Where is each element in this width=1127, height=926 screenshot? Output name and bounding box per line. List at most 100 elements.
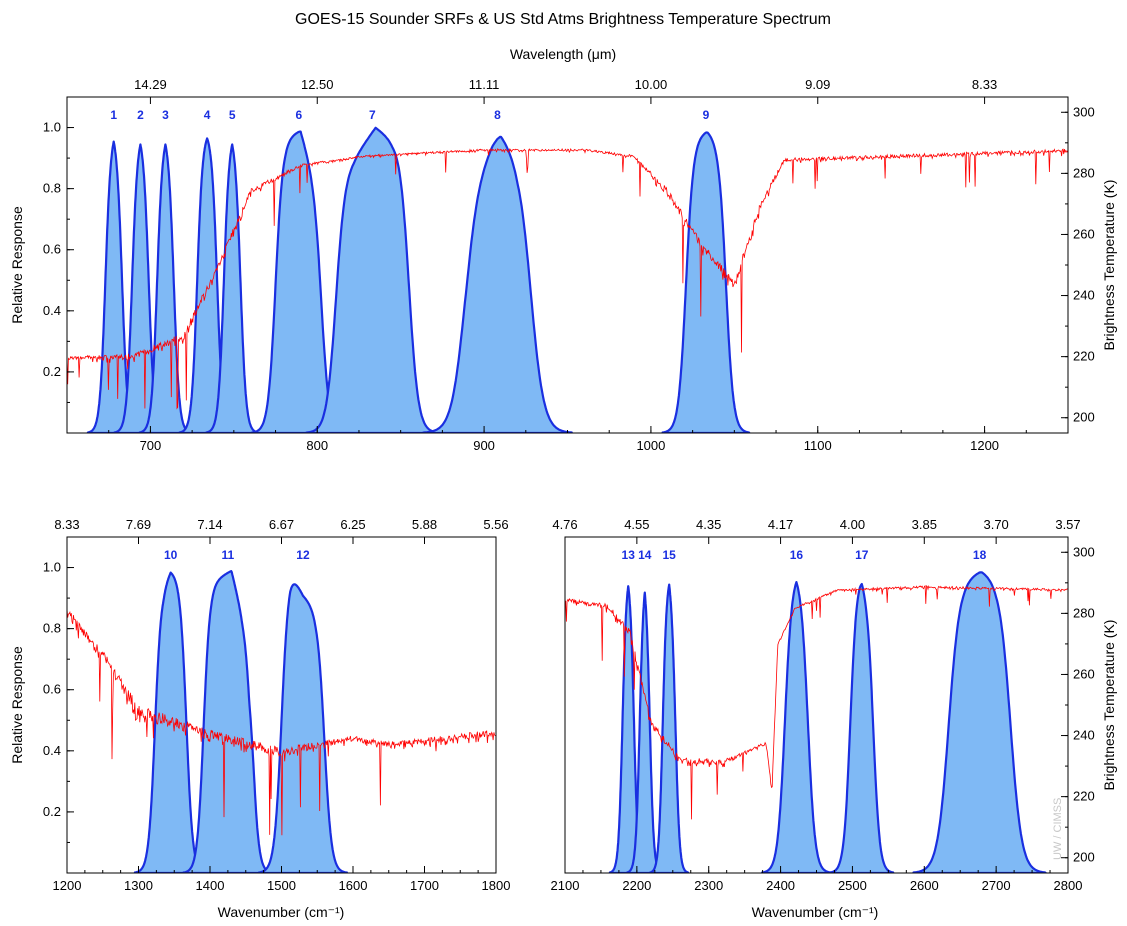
x-tick-label: 1700: [410, 878, 439, 893]
x-tick-label: 700: [140, 438, 162, 453]
top-tick-label: 4.76: [552, 517, 577, 532]
srf-channel-17: [829, 582, 895, 873]
channel-label-15: 15: [663, 548, 677, 562]
y2-tick-label: 240: [1073, 288, 1095, 303]
top-tick-label: 9.09: [805, 77, 830, 92]
srf-channel-5: [205, 143, 260, 433]
top-tick-label: 4.17: [768, 517, 793, 532]
y2-tick-label: 200: [1073, 410, 1095, 425]
x-tick-label: 2100: [551, 878, 580, 893]
top-tick-label: 11.11: [469, 77, 500, 92]
top-tick-label: 12.50: [301, 77, 334, 92]
x-tick-label: 1500: [267, 878, 296, 893]
channel-label-12: 12: [296, 548, 310, 562]
srf-channel-16: [761, 581, 832, 873]
x-tick-label: 2400: [766, 878, 795, 893]
top-tick-label: 3.70: [983, 517, 1008, 532]
top-tick-label: 6.25: [340, 517, 365, 532]
top-tick-label: 10.00: [635, 77, 668, 92]
y-tick-label: 0.8: [43, 621, 61, 636]
y-tick-label: 1.0: [43, 560, 61, 575]
channel-label-13: 13: [622, 548, 636, 562]
srf-channel-18: [912, 571, 1047, 873]
bottom-axis-label-right: Wavenumber (cm⁻¹): [752, 904, 879, 920]
x-tick-label: 1200: [53, 878, 82, 893]
srf-channel-7: [305, 126, 440, 433]
x-tick-label: 1600: [339, 878, 368, 893]
top-tick-label: 5.88: [412, 517, 437, 532]
y-tick-label: 0.4: [43, 303, 61, 318]
srf-channel-3: [138, 143, 193, 433]
srf-channel-10: [133, 571, 208, 873]
x-tick-label: 1200: [970, 438, 999, 453]
bt-spectrum-line: [67, 609, 496, 836]
right-axis-label-top: Brightness Temperature (K): [1101, 180, 1117, 351]
bottom-axis-label-left: Wavenumber (cm⁻¹): [218, 904, 345, 920]
y-tick-label: 0.4: [43, 743, 61, 758]
channel-label-1: 1: [110, 108, 117, 122]
top-tick-label: 7.69: [126, 517, 151, 532]
x-tick-label: 2800: [1054, 878, 1083, 893]
x-tick-label: 900: [473, 438, 495, 453]
y-tick-label: 0.6: [43, 242, 61, 257]
top-tick-label: 3.57: [1055, 517, 1080, 532]
channel-label-10: 10: [164, 548, 178, 562]
x-tick-label: 2700: [982, 878, 1011, 893]
y2-tick-label: 220: [1073, 349, 1095, 364]
bt-spectrum-line: [67, 147, 1068, 410]
srf-channel-12: [257, 583, 349, 873]
channel-label-17: 17: [855, 548, 869, 562]
y-tick-label: 0.8: [43, 181, 61, 196]
channel-label-14: 14: [638, 548, 652, 562]
y2-tick-label: 300: [1073, 104, 1095, 119]
x-tick-label: 1100: [804, 438, 832, 453]
y2-tick-label: 280: [1073, 165, 1095, 180]
y-tick-label: 1.0: [43, 120, 61, 135]
top-tick-label: 5.56: [483, 517, 508, 532]
left-axis-label-top: Relative Response: [9, 206, 25, 324]
panel-bottom-right: 2100 2200 2300 2400 2500 2600 2700 2800 4.76 4.55…: [551, 517, 1095, 893]
srf-channel-8: [422, 135, 573, 433]
x-tick-label: 2200: [622, 878, 651, 893]
channel-label-16: 16: [790, 548, 804, 562]
x-tick-label: 800: [306, 438, 328, 453]
chart-title: GOES-15 Sounder SRFs & US Std Atms Brigh…: [295, 11, 831, 28]
x-tick-label: 1000: [636, 438, 665, 453]
y2-tick-label: 200: [1073, 850, 1095, 865]
top-tick-label: 6.67: [269, 517, 294, 532]
top-tick-label: 8.33: [54, 517, 79, 532]
x-tick-label: 2300: [694, 878, 723, 893]
credit-watermark: UW / CIMSS: [1052, 798, 1064, 860]
right-axis-label-bottom: Brightness Temperature (K): [1101, 620, 1117, 791]
srf-channel-9: [661, 131, 751, 433]
y2-tick-label: 300: [1073, 544, 1095, 559]
top-tick-label: 14.29: [134, 77, 167, 92]
top-axis-label: Wavelength (μm): [510, 46, 616, 62]
y-tick-label: 0.6: [43, 682, 61, 697]
x-tick-label: 1400: [196, 878, 225, 893]
plot-area-bottom-right: [565, 571, 1068, 873]
top-tick-label: 4.00: [840, 517, 865, 532]
bt-spectrum-line: [565, 585, 1068, 820]
top-tick-label: 7.14: [197, 517, 222, 532]
channel-label-6: 6: [296, 108, 303, 122]
channel-label-5: 5: [229, 108, 236, 122]
top-tick-label: 8.33: [972, 77, 997, 92]
x-tick-label: 2500: [838, 878, 867, 893]
channel-label-7: 7: [369, 108, 376, 122]
channel-label-8: 8: [494, 108, 501, 122]
srf-channel-11: [182, 570, 274, 873]
y-tick-label: 0.2: [43, 364, 61, 379]
srf-channel-15: [649, 583, 690, 873]
x-tick-label: 1300: [124, 878, 153, 893]
y2-tick-label: 260: [1073, 666, 1095, 681]
channel-label-9: 9: [703, 108, 710, 122]
channel-label-4: 4: [204, 108, 211, 122]
top-tick-label: 4.55: [624, 517, 649, 532]
x-tick-label: 1800: [482, 878, 511, 893]
x-tick-label: 2600: [910, 878, 939, 893]
y2-tick-label: 220: [1073, 789, 1095, 804]
channel-label-3: 3: [162, 108, 169, 122]
